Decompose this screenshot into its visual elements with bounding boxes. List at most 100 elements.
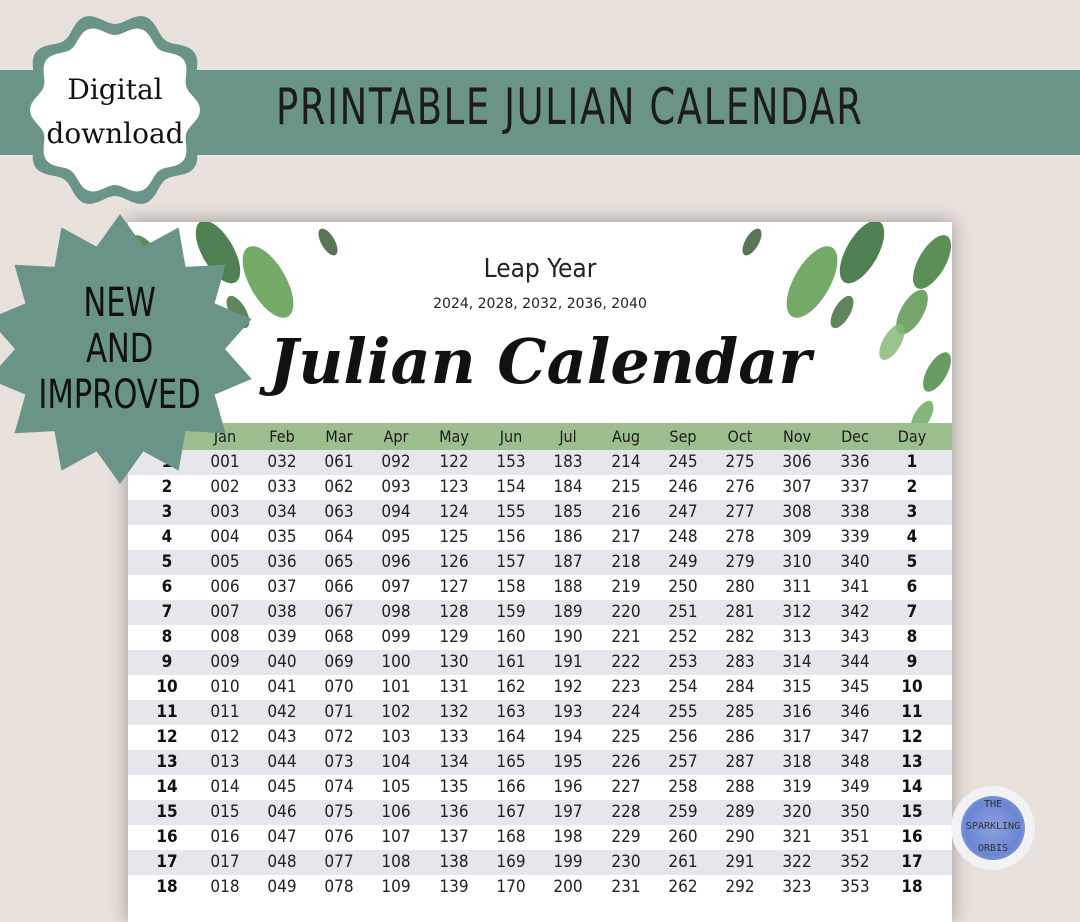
julian-day-cell: 072: [324, 727, 354, 747]
julian-day-cell: 123: [439, 477, 469, 497]
julian-day-cell: 291: [725, 852, 755, 872]
header-aug: Aug: [611, 427, 641, 446]
julian-day-cell: 345: [840, 677, 870, 697]
julian-day-cell: 040: [267, 652, 297, 672]
julian-day-cell: 075: [324, 802, 354, 822]
julian-day-cell: 251: [668, 602, 698, 622]
julian-day-cell: 074: [324, 777, 354, 797]
leaf-shape: [242, 246, 294, 318]
julian-day-cell: 003: [210, 502, 240, 522]
day-number: 10: [156, 677, 178, 697]
julian-day-cell: 192: [553, 677, 583, 697]
julian-day-cell: 133: [439, 727, 469, 747]
day-number: 6: [906, 577, 918, 597]
julian-day-cell: 347: [840, 727, 870, 747]
header-day: Day: [897, 427, 927, 446]
julian-day-cell: 197: [553, 802, 583, 822]
julian-day-cell: 188: [553, 577, 583, 597]
julian-day-cell: 162: [496, 677, 526, 697]
julian-day-cell: 134: [439, 752, 469, 772]
julian-day-cell: 067: [324, 602, 354, 622]
table-row: 7 007 038 067 098 128 159 189 220 251 281 312 342 7: [128, 600, 952, 625]
table-row: 11 011 042 071 102 132 163 193 224 255 285 316 346 11: [128, 700, 952, 725]
julian-day-cell: 313: [782, 627, 812, 647]
header-feb: Feb: [269, 427, 295, 446]
julian-day-cell: 168: [496, 827, 526, 847]
julian-day-cell: 254: [668, 677, 698, 697]
julian-day-cell: 308: [782, 502, 812, 522]
day-number: 8: [161, 627, 173, 647]
day-number: 11: [156, 702, 178, 722]
julian-day-cell: 306: [782, 452, 812, 472]
day-number: 5: [906, 552, 918, 572]
leaf-shape: [879, 324, 905, 360]
julian-day-cell: 246: [668, 477, 698, 497]
julian-day-cell: 131: [439, 677, 469, 697]
julian-day-cell: 010: [210, 677, 240, 697]
julian-day-cell: 339: [840, 527, 870, 547]
julian-day-cell: 253: [668, 652, 698, 672]
julian-day-cell: 061: [324, 452, 354, 472]
julian-day-cell: 286: [725, 727, 755, 747]
table-row: 2 002 033 062 093 123 154 184 215 246 276 307 337 2: [128, 475, 952, 500]
julian-day-cell: 348: [840, 752, 870, 772]
julian-day-cell: 187: [553, 552, 583, 572]
header-sep: Sep: [669, 427, 697, 446]
leaf-shape: [923, 352, 951, 392]
julian-day-cell: 098: [381, 602, 411, 622]
header-apr: Apr: [383, 427, 409, 446]
starburst-line1: NEW: [83, 280, 157, 326]
julian-day-cell: 216: [611, 502, 641, 522]
julian-day-cell: 290: [725, 827, 755, 847]
julian-day-cell: 018: [210, 877, 240, 897]
julian-day-cell: 288: [725, 777, 755, 797]
day-number: 13: [156, 752, 178, 772]
julian-day-cell: 165: [496, 752, 526, 772]
julian-day-cell: 014: [210, 777, 240, 797]
julian-day-cell: 184: [553, 477, 583, 497]
julian-day-cell: 159: [496, 602, 526, 622]
julian-day-cell: 191: [553, 652, 583, 672]
header-oct: Oct: [727, 427, 753, 446]
table-row: 8 008 039 068 099 129 160 190 221 252 282 313 343 8: [128, 625, 952, 650]
day-number: 8: [906, 627, 918, 647]
julian-day-cell: 038: [267, 602, 297, 622]
julian-day-cell: 032: [267, 452, 297, 472]
day-number: 7: [161, 602, 173, 622]
julian-day-cell: 255: [668, 702, 698, 722]
logo-orb: [961, 796, 1025, 860]
banner-title: PRINTABLE JULIAN CALENDAR: [276, 78, 864, 136]
julian-day-cell: 036: [267, 552, 297, 572]
julian-day-cell: 307: [782, 477, 812, 497]
julian-day-cell: 281: [725, 602, 755, 622]
julian-day-cell: 155: [496, 502, 526, 522]
julian-day-cell: 095: [381, 527, 411, 547]
julian-day-cell: 312: [782, 602, 812, 622]
julian-day-cell: 070: [324, 677, 354, 697]
day-number: 12: [901, 727, 923, 747]
logo-line3: ORBIS: [977, 843, 1009, 854]
julian-day-cell: 044: [267, 752, 297, 772]
starburst-text: NEW AND IMPROVED: [0, 280, 253, 418]
julian-day-cell: 041: [267, 677, 297, 697]
day-number: 15: [901, 802, 923, 822]
leaf-shape: [839, 222, 885, 284]
julian-day-cell: 045: [267, 777, 297, 797]
day-number: 18: [901, 877, 923, 897]
julian-day-cell: 139: [439, 877, 469, 897]
day-number: 18: [156, 877, 178, 897]
julian-day-cell: 222: [611, 652, 641, 672]
day-number: 9: [161, 652, 173, 672]
julian-day-cell: 229: [611, 827, 641, 847]
julian-day-cell: 318: [782, 752, 812, 772]
julian-day-cell: 189: [553, 602, 583, 622]
julian-day-cell: 066: [324, 577, 354, 597]
julian-day-cell: 260: [668, 827, 698, 847]
julian-day-cell: 342: [840, 602, 870, 622]
digital-download-badge: [17, 16, 213, 204]
julian-day-cell: 124: [439, 502, 469, 522]
julian-day-cell: 317: [782, 727, 812, 747]
julian-day-cell: 227: [611, 777, 641, 797]
julian-day-cell: 127: [439, 577, 469, 597]
julian-day-cell: 076: [324, 827, 354, 847]
